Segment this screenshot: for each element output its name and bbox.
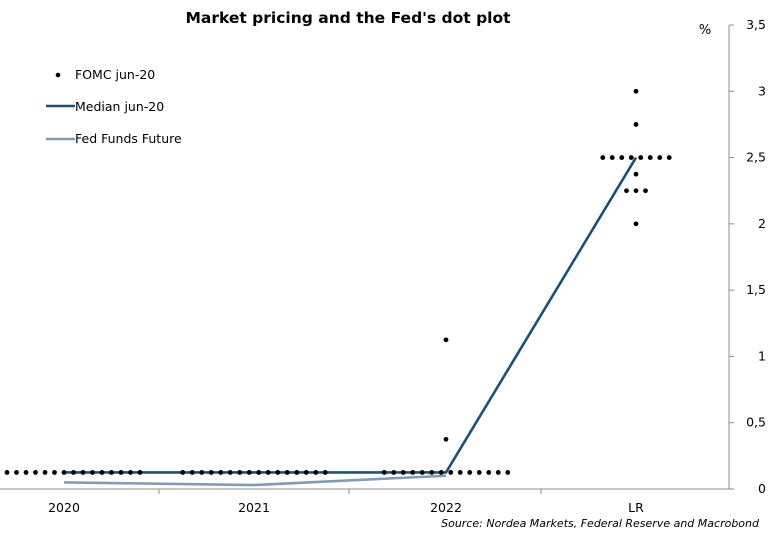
fomc-dot (429, 470, 435, 475)
plot-area: 0 0,5 1 1,5 2 2,5 3 3,5 2020 2021 2022 LR (0, 17, 766, 515)
fomc-dot (495, 470, 501, 475)
unit-label: % (699, 23, 711, 38)
y-tick-label: 1,5 (746, 282, 766, 297)
fomc-dot (443, 436, 449, 442)
y-tick-label: 3 (758, 83, 766, 98)
fomc-dot (443, 337, 449, 343)
fomc-dot (633, 221, 639, 227)
x-tick-label: 2020 (48, 500, 80, 515)
fomc-dot (118, 470, 124, 475)
y-tick-label: 2 (758, 216, 766, 231)
fomc-dot (400, 470, 406, 475)
fomc-dot (90, 470, 95, 475)
legend-label-fomc: FOMC jun-20 (75, 67, 155, 82)
fomc-dot (23, 470, 29, 475)
fomc-dot (666, 155, 672, 160)
fomc-dot (109, 470, 114, 475)
fomc-dot (42, 470, 48, 475)
median-line (64, 156, 638, 474)
fomc-dot (294, 470, 300, 475)
fomc-dot (265, 470, 271, 475)
fomc-dot (189, 470, 195, 475)
x-tick-label: LR (628, 500, 644, 515)
fomc-dot (633, 171, 639, 177)
fomc-dot (256, 470, 262, 475)
fomc-dot (99, 470, 105, 475)
fomc-dot (180, 470, 186, 475)
fomc-dot (128, 470, 133, 475)
fomc-dot (467, 470, 473, 475)
fomc-dot (246, 470, 252, 475)
fomc-dot (438, 470, 444, 475)
source-note: Source: Nordea Markets, Federal Reserve … (441, 517, 760, 530)
x-tick-label: 2021 (238, 500, 270, 515)
fomc-dot (199, 470, 205, 475)
fomc-dot (486, 470, 492, 475)
fomc-dot (208, 470, 214, 475)
fomc-dot (624, 188, 629, 194)
fomc-dot (600, 155, 606, 160)
fomc-dot (609, 155, 615, 160)
y-tick-label: 1 (758, 348, 766, 363)
fomc-dot (381, 470, 387, 475)
fomc-dot (391, 470, 397, 475)
fomc-dot (657, 155, 663, 160)
fomc-dot (505, 470, 511, 475)
legend-label-median: Median jun-20 (75, 99, 164, 114)
fomc-dot (638, 155, 644, 160)
y-tick-label: 2,5 (746, 150, 766, 165)
fomc-dot (457, 470, 463, 475)
fomc-dot (410, 470, 416, 475)
fomc-dot (633, 188, 639, 194)
fomc-dot (322, 470, 328, 475)
fomc-dot (448, 470, 454, 475)
legend-label-fed-funds-future: Fed Funds Future (75, 131, 182, 146)
fomc-dot (137, 470, 143, 475)
fomc-dot (4, 470, 10, 475)
fed-funds-future-line (63, 474, 447, 487)
y-tick-label: 0 (758, 481, 766, 496)
fomc-dot (284, 470, 290, 475)
fomc-dot (237, 470, 243, 475)
fomc-dot (52, 470, 57, 475)
fomc-dot (647, 155, 653, 160)
y-tick-label: 3,5 (746, 17, 766, 32)
y-tick-label: 0,5 (746, 415, 766, 430)
fomc-dot (476, 470, 482, 475)
fomc-dot (61, 470, 67, 475)
fomc-dot (227, 470, 233, 475)
fomc-dot (619, 155, 625, 160)
chart-title: Market pricing and the Fed's dot plot (185, 9, 511, 27)
fomc-dot (218, 470, 224, 475)
legend: FOMC jun-20 Median jun-20 Fed Funds Futu… (46, 67, 182, 146)
fomc-dot (14, 470, 19, 475)
fomc-dot (419, 470, 425, 475)
fomc-dot (633, 122, 639, 127)
x-tick-label: 2022 (430, 500, 462, 515)
fomc-dot (628, 155, 634, 160)
fomc-dot (80, 470, 86, 475)
fomc-dot (633, 88, 639, 94)
fomc-dot (313, 470, 319, 475)
fomc-dot (71, 470, 76, 475)
fomc-dot (275, 470, 281, 475)
fomc-dot (33, 470, 38, 475)
fomc-dot (643, 188, 648, 194)
fomc-dot (303, 470, 309, 475)
legend-marker-fomc (55, 72, 61, 78)
